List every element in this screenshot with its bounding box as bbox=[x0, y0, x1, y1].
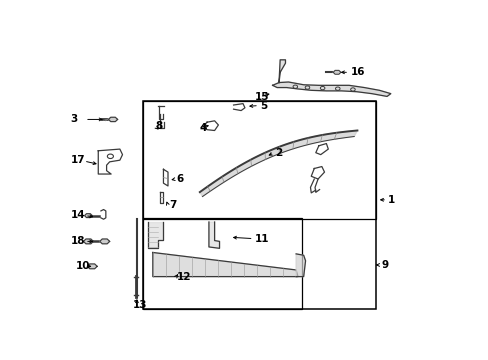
Polygon shape bbox=[279, 60, 285, 82]
Polygon shape bbox=[153, 252, 297, 276]
Polygon shape bbox=[208, 222, 219, 248]
Text: 5: 5 bbox=[260, 100, 267, 111]
Text: 7: 7 bbox=[169, 201, 176, 210]
Polygon shape bbox=[272, 82, 390, 96]
Polygon shape bbox=[296, 254, 305, 276]
Text: 3: 3 bbox=[70, 114, 78, 125]
Text: 10: 10 bbox=[76, 261, 91, 271]
Bar bbox=[142, 102, 375, 309]
Text: 16: 16 bbox=[350, 67, 365, 77]
Text: 15: 15 bbox=[254, 92, 268, 102]
Polygon shape bbox=[200, 130, 357, 197]
Polygon shape bbox=[108, 117, 117, 122]
Text: 17: 17 bbox=[70, 155, 85, 165]
Text: 8: 8 bbox=[156, 121, 163, 131]
Text: 18: 18 bbox=[70, 237, 85, 246]
Polygon shape bbox=[148, 222, 163, 248]
Text: 6: 6 bbox=[176, 174, 183, 184]
Polygon shape bbox=[332, 71, 340, 74]
Text: 9: 9 bbox=[381, 260, 387, 270]
Text: 4: 4 bbox=[199, 123, 206, 133]
Text: 11: 11 bbox=[254, 234, 268, 244]
Polygon shape bbox=[87, 264, 97, 269]
Text: 12: 12 bbox=[176, 273, 191, 283]
Bar bbox=[142, 102, 375, 219]
Polygon shape bbox=[84, 214, 92, 217]
Polygon shape bbox=[83, 239, 93, 244]
Text: 2: 2 bbox=[275, 148, 282, 158]
Text: 14: 14 bbox=[70, 210, 85, 220]
Text: 13: 13 bbox=[132, 300, 146, 310]
Bar bbox=[142, 218, 301, 309]
Polygon shape bbox=[100, 239, 109, 244]
Text: 1: 1 bbox=[387, 195, 394, 205]
